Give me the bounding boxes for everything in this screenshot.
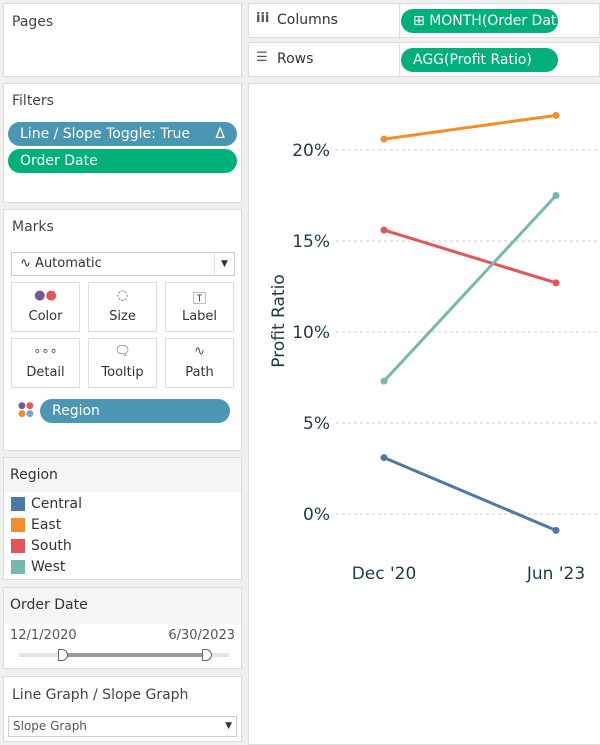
rows-pill[interactable]: AGG(Profit Ratio) [401, 48, 558, 72]
filter-pill-order-date[interactable]: Order Date [8, 149, 237, 173]
mark-type-value: Automatic [35, 256, 102, 271]
line-icon: ∿ [20, 256, 31, 271]
data-point-south [380, 226, 388, 234]
pages-card: Pages [3, 3, 242, 77]
toggle-title: Line Graph / Slope Graph [12, 687, 189, 703]
columns-shelf: iii Columns ⊞ MONTH(Order Dat.. [248, 3, 600, 39]
data-point-east [552, 111, 560, 119]
legend-item-west[interactable]: West [11, 559, 65, 575]
toggle-parameter: Line Graph / Slope Graph Slope Graph ▼ [3, 676, 242, 742]
data-point-west [552, 192, 560, 199]
label-icon: 🅃 [192, 292, 206, 307]
x-tick-label: Jun '23 [526, 564, 585, 584]
start-date: 12/1/2020 [10, 628, 77, 643]
color-icon: ●● ●● [18, 401, 34, 419]
size-button[interactable]: ◌ Size [88, 282, 157, 332]
slope-chart: 0% 5% 10% 15% 20% Profit Ratio Dec '20 Jun '23 [269, 111, 600, 584]
filter-pill-toggle[interactable]: Line / Slope Toggle: True Δ [8, 122, 237, 146]
order-date-title: Order Date [4, 588, 241, 624]
y-tick-label: 20% [292, 141, 330, 161]
mark-type-select[interactable]: ∿ Automatic ▼ [11, 252, 235, 276]
data-point-east [380, 135, 388, 143]
filters-card: Filters Line / Slope Toggle: True Δ Order… [3, 83, 242, 203]
columns-pill[interactable]: ⊞ MONTH(Order Dat.. [401, 9, 565, 33]
label-label: Label [181, 309, 218, 324]
tooltip-button[interactable]: 🗨 Tooltip [88, 338, 157, 388]
y-axis-label: Profit Ratio [269, 274, 289, 367]
region-pill[interactable]: Region [40, 399, 230, 423]
rows-shelf: ☰ Rows AGG(Profit Ratio) [248, 42, 600, 78]
path-button[interactable]: ∿ Path [165, 338, 234, 388]
toggle-select[interactable]: Slope Graph ▼ [8, 716, 237, 737]
slider-handle-start[interactable] [58, 649, 68, 661]
data-point-west [380, 377, 388, 385]
color-button[interactable]: ●● Color [11, 282, 80, 332]
legend-title: Region [4, 458, 241, 492]
legend-item-south[interactable]: South [11, 538, 72, 554]
marks-card: Marks ∿ Automatic ▼ ●● Color ◌ Size 🅃 Label… [3, 209, 242, 451]
legend-item-central[interactable]: Central [11, 496, 82, 512]
detail-icon: ∘∘∘ [33, 344, 58, 359]
label-button[interactable]: 🅃 Label [165, 282, 234, 332]
legend-label: Central [31, 496, 82, 512]
order-date-filter: Order Date 12/1/2020 6/30/2023 [3, 587, 242, 669]
toggle-value: Slope Graph [13, 719, 87, 733]
color-icon: ●● [34, 288, 57, 303]
series-line-west [382, 194, 558, 383]
legend-label: South [31, 538, 72, 554]
color-label: Color [28, 309, 63, 324]
size-label: Size [109, 309, 136, 324]
detail-button[interactable]: ∘∘∘ Detail [11, 338, 80, 388]
path-icon: ∿ [194, 344, 205, 359]
columns-icon: iii [256, 11, 270, 26]
path-label: Path [185, 365, 214, 380]
size-icon: ◌ [116, 288, 129, 303]
series-line-east [383, 113, 557, 141]
y-tick-label: 5% [303, 414, 330, 434]
series-line-central [383, 456, 557, 532]
legend-label: West [31, 559, 66, 575]
region-legend: Region Central East South West [3, 457, 242, 580]
data-point-central [380, 454, 388, 462]
filter-toggle-label: Line / Slope Toggle: True [20, 126, 191, 142]
slider-handle-end[interactable] [202, 649, 212, 661]
data-point-south [552, 279, 560, 287]
rows-label: Rows [277, 51, 314, 67]
y-tick-label: 10% [292, 323, 330, 343]
legend-label: East [31, 517, 62, 533]
chart-area: 0% 5% 10% 15% 20% Profit Ratio Dec '20 Jun '23 [248, 83, 600, 745]
delta-icon: Δ [215, 126, 225, 142]
rows-icon: ☰ [256, 50, 268, 65]
chevron-down-icon: ▼ [214, 253, 234, 275]
y-tick-label: 15% [292, 232, 330, 252]
tooltip-icon: 🗨 [114, 344, 131, 359]
data-point-central [552, 526, 560, 534]
legend-item-east[interactable]: East [11, 517, 61, 533]
end-date: 6/30/2023 [168, 628, 235, 643]
pages-title: Pages [12, 14, 54, 30]
columns-pill-label: MONTH(Order Dat.. [429, 13, 566, 29]
filters-title: Filters [12, 93, 54, 109]
marks-title: Marks [12, 219, 54, 235]
chevron-down-icon: ▼ [225, 721, 232, 731]
y-tick-label: 0% [303, 505, 330, 525]
series-line-south [383, 228, 557, 285]
tooltip-label: Tooltip [101, 365, 144, 380]
date-slider-range [62, 653, 207, 657]
detail-label: Detail [26, 365, 65, 380]
x-tick-label: Dec '20 [352, 564, 417, 584]
columns-label: Columns [277, 12, 338, 28]
